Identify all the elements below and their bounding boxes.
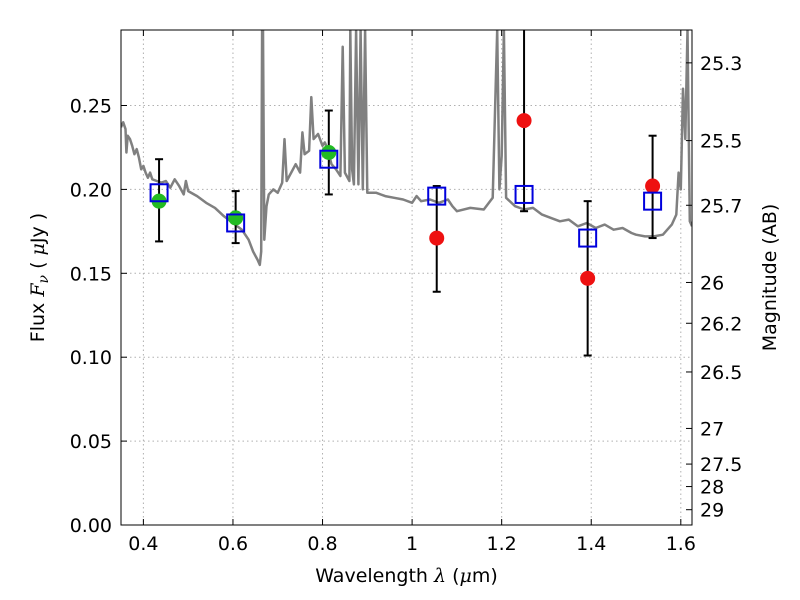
x-label-unit-open: ( bbox=[446, 565, 459, 587]
x-tick-label: 0.6 bbox=[218, 533, 248, 555]
y-axis-label: Flux Fν ( μJy ) bbox=[27, 213, 52, 342]
observed-point bbox=[516, 113, 532, 129]
axis-ticks: 0.4 0.6 0.8 1 1.2 1.4 1.6 0.00 0.05 0.10 0.15 0.20 0… bbox=[70, 30, 742, 555]
model-point bbox=[578, 228, 598, 248]
y-label-prefix: Flux bbox=[27, 297, 49, 343]
model-point bbox=[643, 191, 663, 211]
observed-point bbox=[580, 270, 596, 286]
observed-point bbox=[645, 178, 661, 194]
x-tick-label: 1.4 bbox=[576, 533, 606, 555]
y2-tick-label: 25.3 bbox=[700, 53, 742, 75]
x-label-symbol: λ bbox=[433, 565, 446, 587]
x-label-prefix: Wavelength bbox=[315, 565, 434, 587]
y2-tick-label: 26.2 bbox=[700, 313, 742, 335]
plot-area bbox=[121, 30, 692, 525]
y-label-subscript: ν bbox=[36, 274, 52, 283]
y-tick-label: 0.00 bbox=[70, 515, 112, 537]
plot-frame bbox=[120, 29, 693, 526]
model-photometry-points bbox=[149, 149, 663, 248]
observed-point bbox=[429, 230, 445, 246]
y2-tick-label: 25.7 bbox=[700, 195, 742, 217]
y2-axis-label: Magnitude (AB) bbox=[759, 204, 781, 352]
grid bbox=[121, 30, 692, 525]
x-tick-label: 0.4 bbox=[128, 533, 158, 555]
y-tick-label: 0.10 bbox=[70, 347, 112, 369]
model-point bbox=[226, 213, 246, 233]
x-tick-label: 1 bbox=[406, 533, 418, 555]
y2-tick-label: 27 bbox=[700, 418, 724, 440]
y-label-unit-open: ( bbox=[27, 255, 49, 275]
model-spectrum-group bbox=[121, 30, 692, 267]
y-tick-label: 0.25 bbox=[70, 96, 112, 118]
model-point bbox=[514, 184, 534, 204]
model-point bbox=[427, 186, 447, 206]
model-point bbox=[319, 149, 339, 169]
y-label-symbol: F bbox=[27, 283, 49, 298]
model-point bbox=[149, 183, 169, 203]
x-label-unit-close: m) bbox=[472, 565, 498, 587]
y-tick-label: 0.15 bbox=[70, 263, 112, 285]
x-tick-label: 1.6 bbox=[666, 533, 696, 555]
y2-tick-label: 27.5 bbox=[700, 454, 742, 476]
y-label-unit-close: Jy ) bbox=[27, 213, 49, 244]
x-tick-label: 1.2 bbox=[487, 533, 517, 555]
y2-tick-label: 29 bbox=[700, 500, 724, 522]
y2-tick-label: 25.5 bbox=[700, 131, 742, 153]
x-label-unit-mu: μ bbox=[459, 565, 471, 587]
model-spectrum-line bbox=[121, 30, 692, 267]
y2-tick-label: 28 bbox=[700, 477, 724, 499]
y-label-unit-mu: μ bbox=[27, 243, 49, 255]
x-tick-label: 0.8 bbox=[307, 533, 337, 555]
x-axis-label: Wavelength λ (μm) bbox=[315, 565, 498, 587]
y2-tick-label: 26 bbox=[700, 272, 724, 294]
y-tick-label: 0.20 bbox=[70, 179, 112, 201]
y2-tick-label: 26.5 bbox=[700, 362, 742, 384]
y-tick-label: 0.05 bbox=[70, 431, 112, 453]
observed-point bbox=[228, 210, 244, 226]
observed-point bbox=[321, 144, 337, 160]
